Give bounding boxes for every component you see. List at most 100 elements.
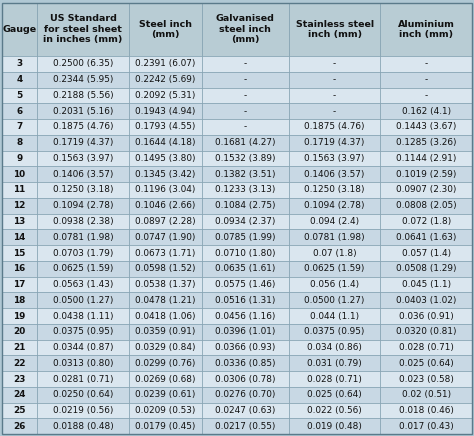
Bar <box>37 56 129 72</box>
Text: 0.07 (1.8): 0.07 (1.8) <box>313 249 356 258</box>
Text: 0.2242 (5.69): 0.2242 (5.69) <box>135 75 195 84</box>
Text: 0.1443 (3.67): 0.1443 (3.67) <box>396 123 456 131</box>
Text: 0.1563 (3.97): 0.1563 (3.97) <box>304 154 365 163</box>
Text: 0.072 (1.8): 0.072 (1.8) <box>401 217 451 226</box>
Bar <box>2 119 37 135</box>
Bar <box>129 3 202 56</box>
Bar <box>129 387 202 403</box>
Text: 26: 26 <box>13 422 26 431</box>
Text: 0.1250 (3.18): 0.1250 (3.18) <box>53 185 113 194</box>
Bar <box>129 150 202 167</box>
Bar <box>202 182 289 198</box>
Text: 0.0934 (2.37): 0.0934 (2.37) <box>215 217 275 226</box>
Text: 0.028 (0.71): 0.028 (0.71) <box>399 343 454 352</box>
Text: 0.1382 (3.51): 0.1382 (3.51) <box>215 170 275 179</box>
Text: 0.1406 (3.57): 0.1406 (3.57) <box>53 170 113 179</box>
Bar <box>289 419 381 434</box>
Text: 0.0907 (2.30): 0.0907 (2.30) <box>396 185 456 194</box>
Bar <box>289 56 381 72</box>
Bar <box>2 150 37 167</box>
Bar <box>2 56 37 72</box>
Text: 0.0306 (0.78): 0.0306 (0.78) <box>215 375 275 384</box>
Text: 0.1233 (3.13): 0.1233 (3.13) <box>215 185 275 194</box>
Text: 0.1875 (4.76): 0.1875 (4.76) <box>304 123 365 131</box>
Text: 0.162 (4.1): 0.162 (4.1) <box>401 107 451 116</box>
Text: 0.1046 (2.66): 0.1046 (2.66) <box>135 201 195 210</box>
Text: 21: 21 <box>13 343 26 352</box>
Text: Aluminium
inch (mm): Aluminium inch (mm) <box>398 20 455 39</box>
Text: 0.022 (0.56): 0.022 (0.56) <box>307 406 362 415</box>
Text: 0.028 (0.71): 0.028 (0.71) <box>307 375 362 384</box>
Bar <box>202 324 289 340</box>
Bar <box>129 419 202 434</box>
Bar <box>202 150 289 167</box>
Bar <box>381 135 472 150</box>
Bar <box>202 277 289 293</box>
Bar <box>37 88 129 103</box>
Text: 0.0808 (2.05): 0.0808 (2.05) <box>396 201 456 210</box>
Text: 0.0336 (0.85): 0.0336 (0.85) <box>215 359 275 368</box>
Bar <box>2 403 37 419</box>
Bar <box>37 167 129 182</box>
Bar <box>202 119 289 135</box>
Text: 0.0344 (0.87): 0.0344 (0.87) <box>53 343 113 352</box>
Bar <box>381 214 472 229</box>
Bar <box>37 245 129 261</box>
Text: 0.0375 (0.95): 0.0375 (0.95) <box>304 327 365 336</box>
Text: 0.0438 (1.11): 0.0438 (1.11) <box>53 312 113 320</box>
Bar <box>202 229 289 245</box>
Bar <box>202 56 289 72</box>
Bar <box>37 387 129 403</box>
Bar <box>2 245 37 261</box>
Text: 0.0625 (1.59): 0.0625 (1.59) <box>304 264 365 273</box>
Bar <box>381 324 472 340</box>
Bar <box>381 293 472 308</box>
Text: 5: 5 <box>17 91 23 100</box>
Text: 0.0366 (0.93): 0.0366 (0.93) <box>215 343 275 352</box>
Text: 0.0456 (1.16): 0.0456 (1.16) <box>215 312 275 320</box>
Text: 11: 11 <box>13 185 26 194</box>
Bar <box>129 119 202 135</box>
Bar <box>289 245 381 261</box>
Text: 0.0396 (1.01): 0.0396 (1.01) <box>215 327 275 336</box>
Text: 9: 9 <box>17 154 23 163</box>
Bar <box>129 277 202 293</box>
Bar <box>202 214 289 229</box>
Bar <box>2 182 37 198</box>
Bar <box>381 103 472 119</box>
Text: 0.1250 (3.18): 0.1250 (3.18) <box>304 185 365 194</box>
Text: 0.0641 (1.63): 0.0641 (1.63) <box>396 233 456 242</box>
Text: 0.0329 (0.84): 0.0329 (0.84) <box>135 343 196 352</box>
Text: 0.0598 (1.52): 0.0598 (1.52) <box>135 264 196 273</box>
Text: 0.1681 (4.27): 0.1681 (4.27) <box>215 138 275 147</box>
Bar <box>289 308 381 324</box>
Text: 0.0239 (0.61): 0.0239 (0.61) <box>135 390 195 399</box>
Text: 3: 3 <box>17 59 23 68</box>
Text: 20: 20 <box>13 327 26 336</box>
Text: 0.1793 (4.55): 0.1793 (4.55) <box>135 123 195 131</box>
Text: 16: 16 <box>13 264 26 273</box>
Bar <box>129 403 202 419</box>
Text: 0.1094 (2.78): 0.1094 (2.78) <box>304 201 365 210</box>
Bar <box>37 355 129 371</box>
Text: -: - <box>333 91 336 100</box>
Text: 0.045 (1.1): 0.045 (1.1) <box>401 280 451 289</box>
Text: 0.044 (1.1): 0.044 (1.1) <box>310 312 359 320</box>
Bar <box>2 229 37 245</box>
Text: 0.0785 (1.99): 0.0785 (1.99) <box>215 233 275 242</box>
Text: 0.1875 (4.76): 0.1875 (4.76) <box>53 123 113 131</box>
Bar <box>129 355 202 371</box>
Bar <box>381 229 472 245</box>
Bar <box>2 3 37 56</box>
Text: 4: 4 <box>17 75 23 84</box>
Text: 0.0897 (2.28): 0.0897 (2.28) <box>135 217 196 226</box>
Text: 0.0281 (0.71): 0.0281 (0.71) <box>53 375 113 384</box>
Text: 0.0538 (1.37): 0.0538 (1.37) <box>135 280 196 289</box>
Text: 12: 12 <box>13 201 26 210</box>
Text: 0.0313 (0.80): 0.0313 (0.80) <box>53 359 113 368</box>
Bar <box>381 182 472 198</box>
Text: 0.0625 (1.59): 0.0625 (1.59) <box>53 264 113 273</box>
Bar <box>37 150 129 167</box>
Text: 25: 25 <box>13 406 26 415</box>
Text: 0.2344 (5.95): 0.2344 (5.95) <box>53 75 113 84</box>
